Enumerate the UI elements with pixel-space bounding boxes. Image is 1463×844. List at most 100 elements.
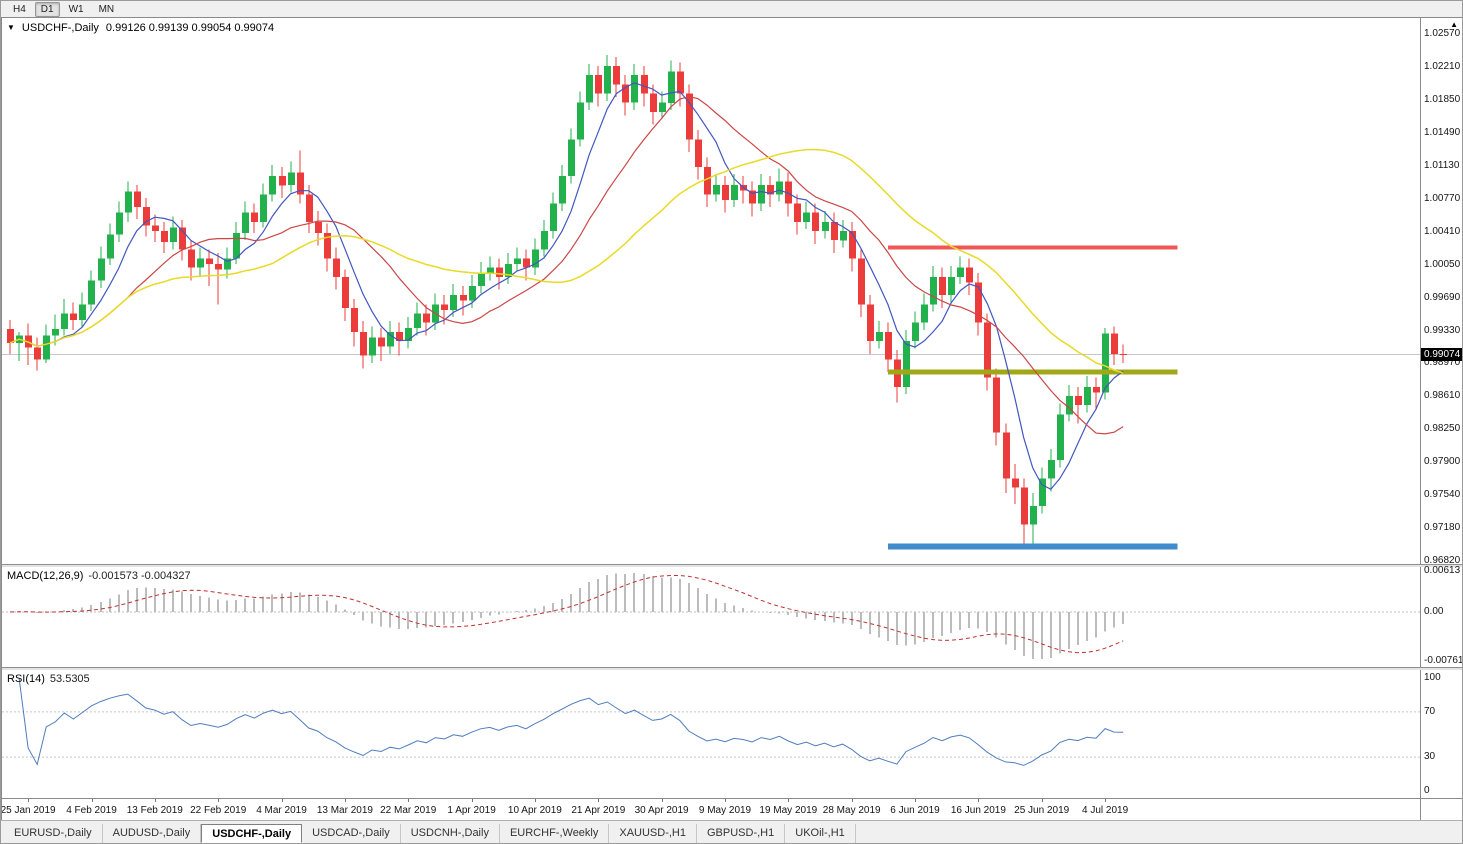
candle-body	[641, 75, 648, 94]
time-axis-tick	[788, 799, 790, 803]
price-axis-label: 1.01130	[1424, 159, 1460, 171]
chart-title: ▼ USDCHF-,Daily 0.99126 0.99139 0.99054 …	[7, 22, 274, 34]
candle-body	[840, 231, 847, 241]
panel-splitter[interactable]	[2, 563, 1462, 567]
price-axis-label: 0.97900	[1424, 456, 1461, 468]
time-axis-tick	[1105, 799, 1107, 803]
scroll-up-icon[interactable]: ▲	[1450, 20, 1458, 29]
time-axis-tick	[534, 799, 536, 803]
candle-body	[224, 258, 231, 270]
time-axis-label: 9 May 2019	[698, 805, 752, 817]
rsi-axis-label: 70	[1424, 706, 1436, 718]
chart-tab-audusd-daily[interactable]: AUDUSD-,Daily	[103, 824, 202, 843]
candle-body	[43, 335, 50, 360]
timeframe-button-h4[interactable]: H4	[13, 3, 26, 15]
candle-body	[414, 313, 421, 329]
candle-body	[631, 75, 638, 103]
timeframe-button-d1[interactable]: D1	[34, 1, 60, 17]
macd-chart-canvas[interactable]	[2, 567, 1420, 668]
candle-body	[948, 276, 955, 296]
candle-body	[586, 75, 593, 103]
candle-body	[34, 347, 41, 360]
candle-body	[1093, 386, 1100, 393]
candle-body	[487, 267, 494, 274]
candle-body	[1021, 487, 1028, 525]
candle-body	[749, 190, 756, 204]
time-axis-label: 22 Feb 2019	[190, 805, 247, 817]
candle-body	[957, 267, 964, 277]
macd-pane: MACD(12,26,9) -0.001573 -0.004327 0.00613…	[2, 565, 1462, 668]
timeframe-button-w1[interactable]: W1	[68, 3, 84, 15]
candle-body	[975, 282, 982, 323]
candle-body	[505, 264, 512, 277]
rsi-axis: 100 70 30 0	[1420, 670, 1462, 799]
candle-body	[161, 231, 168, 243]
rsi-pane: RSI(14) 53.5305 100 70 30 0	[2, 670, 1462, 799]
candle-body	[242, 212, 249, 233]
candle-body	[98, 258, 105, 281]
chart-tab-xauusd-h1[interactable]: XAUUSD-,H1	[609, 824, 697, 843]
rsi-indicator-value: 53.5305	[49, 673, 90, 686]
candle-body	[966, 267, 973, 283]
chart-tab-usdcnh-daily[interactable]: USDCNH-,Daily	[401, 824, 500, 843]
chart-tab-eurchf-weekly[interactable]: EURCHF-,Weekly	[500, 824, 610, 843]
time-axis-tick	[851, 799, 853, 803]
candle-body	[767, 185, 774, 195]
macd-indicator-values: -0.001573 -0.004327	[88, 569, 191, 582]
candle-body	[1030, 506, 1037, 525]
panel-splitter[interactable]	[2, 667, 1462, 671]
candle-body	[260, 194, 267, 222]
chevron-down-icon[interactable]: ▼	[7, 23, 15, 32]
candle-body	[849, 231, 856, 259]
candle-body	[1048, 460, 1055, 479]
candle-body	[722, 185, 729, 200]
candle-body	[794, 203, 801, 222]
chart-tab-eurusd-daily[interactable]: EURUSD-,Daily	[4, 824, 103, 843]
time-axis-tick	[598, 799, 600, 803]
chart-tab-usdchf-daily[interactable]: USDCHF-,Daily	[201, 824, 303, 843]
rsi-plot: RSI(14) 53.5305	[2, 670, 1420, 799]
time-axis-label: 21 Apr 2019	[571, 805, 626, 817]
main-chart-canvas[interactable]	[2, 18, 1420, 564]
candle-body	[279, 176, 286, 186]
candle-body	[7, 329, 14, 343]
candle-body	[559, 176, 566, 204]
candle-body	[52, 329, 59, 336]
chart-tab-ukoil-h1[interactable]: UKOil-,H1	[785, 824, 856, 843]
time-axis-tick	[408, 799, 410, 803]
rsi-axis-label: 0	[1424, 785, 1430, 797]
price-axis-label: 1.02210	[1424, 60, 1461, 72]
time-axis-label: 6 Jun 2019	[890, 805, 940, 817]
candle-body	[595, 75, 602, 94]
candle-body	[776, 181, 783, 195]
rsi-chart-canvas[interactable]	[2, 670, 1420, 798]
candle-body	[876, 331, 883, 342]
time-axis-label: 30 Apr 2019	[634, 805, 689, 817]
candle-body	[541, 231, 548, 250]
timeframe-button-mn[interactable]: MN	[98, 3, 115, 15]
candle-body	[387, 331, 394, 347]
chart-tab-usdcad-daily[interactable]: USDCAD-,Daily	[302, 824, 401, 843]
candle-body	[1102, 333, 1109, 393]
candle-body	[396, 331, 403, 342]
candle-body	[441, 304, 448, 310]
candle-body	[197, 258, 204, 268]
price-axis-label: 1.00770	[1424, 192, 1461, 204]
candle-body	[469, 286, 476, 301]
candle-body	[405, 328, 412, 341]
candle-body	[1120, 353, 1127, 355]
time-axis-label: 25 Jan 2019	[2, 805, 56, 817]
candle-body	[731, 185, 738, 200]
macd-indicator-name: MACD(12,26,9)	[7, 569, 84, 582]
time-axis-tick	[471, 799, 473, 803]
main-chart-plot: ▼ USDCHF-,Daily 0.99126 0.99139 0.99054 …	[2, 18, 1420, 564]
candle-body	[342, 276, 349, 309]
chart-tab-gbpusd-h1[interactable]: GBPUSD-,H1	[697, 824, 786, 843]
horizontal-ray-lines	[887, 245, 1178, 550]
time-axis-label: 4 Feb 2019	[66, 805, 117, 817]
price-axis-label: 1.01490	[1424, 126, 1461, 138]
candle-body	[912, 322, 919, 341]
candle-body	[1066, 396, 1073, 415]
candle-body	[188, 249, 195, 268]
candle-body	[514, 258, 521, 264]
